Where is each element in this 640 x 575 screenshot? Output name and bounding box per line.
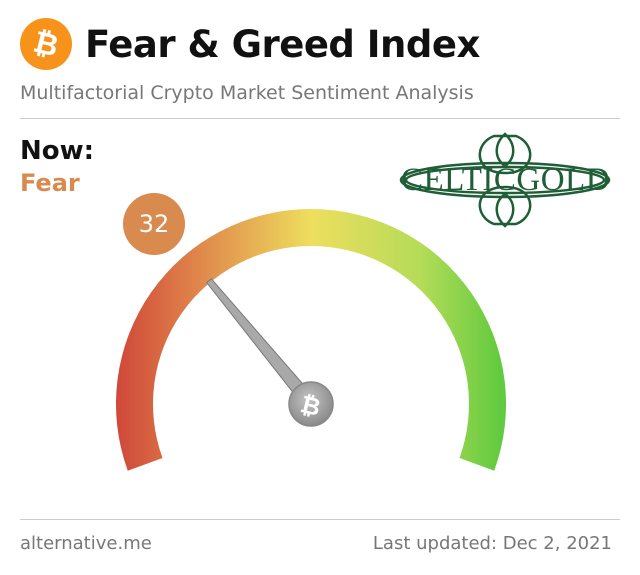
- bitcoin-icon: ₿: [20, 18, 72, 70]
- page-subtitle: Multifactorial Crypto Market Sentiment A…: [20, 82, 474, 104]
- last-updated: Last updated: Dec 2, 2021: [372, 533, 612, 554]
- logo-text: CELTICGOLD: [400, 162, 611, 198]
- page-title: Fear & Greed Index: [85, 23, 480, 66]
- celticgold-logo: CELTICGOLD: [398, 132, 613, 228]
- footer-divider: [20, 519, 620, 520]
- celtic-knot-icon: [399, 132, 611, 228]
- index-value-badge: 32: [123, 193, 185, 255]
- now-label: Now:: [20, 136, 95, 166]
- sentiment-classification: Fear: [20, 169, 80, 197]
- gauge-arc: [116, 209, 506, 471]
- header-divider: [20, 118, 620, 119]
- source-link[interactable]: alternative.me: [20, 533, 152, 554]
- gauge-hub: [288, 381, 334, 427]
